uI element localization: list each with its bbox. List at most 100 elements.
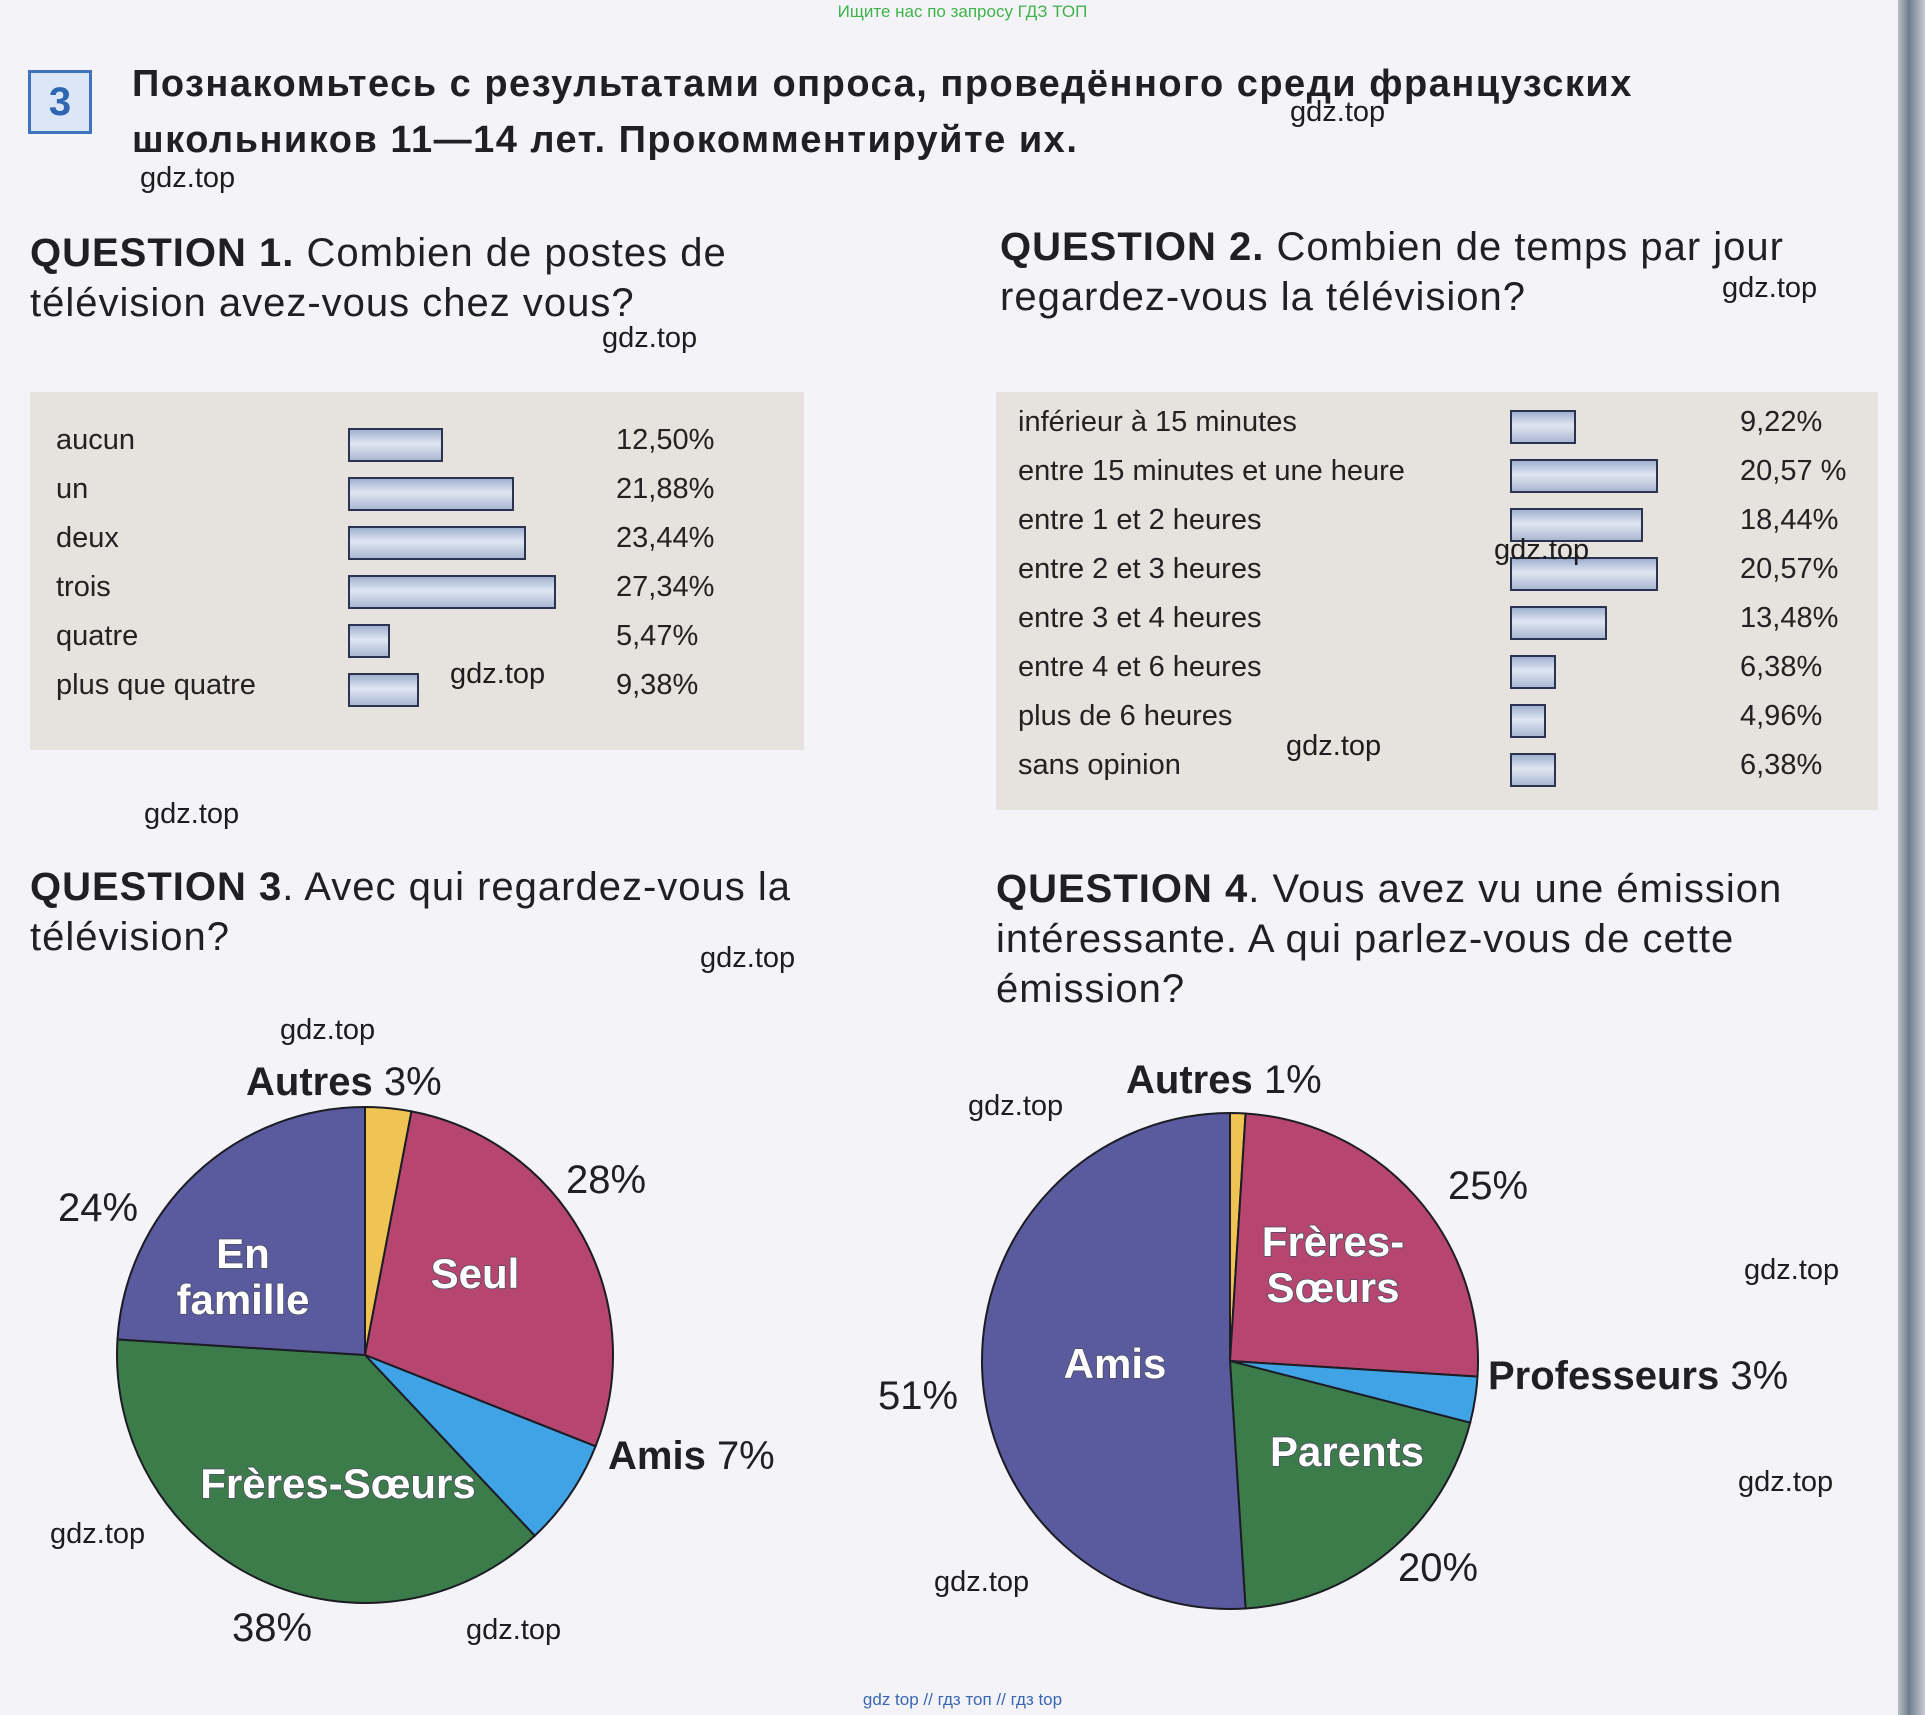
chart-q1-panel: aucun 12,50% un 21,88% deux 23,44% trois 27,34%… [30, 392, 804, 750]
question-3-label: QUESTION 3 [30, 865, 283, 909]
q4-parents-value: 20% [1398, 1546, 1479, 1590]
pie-slice [116, 1338, 537, 1604]
watermark: gdz.top [450, 658, 546, 690]
bar [1510, 459, 1659, 493]
watermark: gdz.top [280, 1014, 376, 1046]
bar [348, 428, 443, 462]
question-3: QUESTION 3. Avec qui regardez-vous la té… [30, 862, 850, 962]
bar [1510, 508, 1643, 542]
bar-value-label: 18,44% [1740, 504, 1839, 536]
bar-label: deux [56, 522, 119, 554]
watermark: gdz.top [1744, 1254, 1840, 1286]
q3-autres-label: Autres 3% [246, 1060, 442, 1105]
question-2-label: QUESTION 2. [1000, 225, 1265, 269]
question-4-label: QUESTION 4 [996, 867, 1249, 911]
question-4-text: . Vous avez vu une émission intéressante… [996, 867, 1783, 1011]
q4-autres-value: 1% [1263, 1058, 1322, 1102]
bar [348, 673, 420, 707]
bar-label: un [56, 473, 89, 505]
q3-autres-value: 3% [383, 1060, 442, 1104]
bar-value-label: 20,57 % [1740, 455, 1847, 487]
watermark: gdz.top [968, 1090, 1064, 1122]
task-number-badge: 3 [28, 70, 92, 134]
bar-value-label: 9,38% [616, 669, 699, 701]
bar-label: entre 4 et 6 heures [1018, 651, 1262, 683]
bar [1510, 704, 1546, 738]
bar-value-label: 13,48% [1740, 602, 1839, 634]
q4-autres-label: Autres 1% [1126, 1058, 1322, 1103]
bar-label: trois [56, 571, 111, 603]
bar [348, 477, 515, 511]
question-1: QUESTION 1. Combien de postes de télévis… [30, 228, 830, 328]
bar-value-label: 6,38% [1740, 651, 1823, 683]
pie-slice [116, 1105, 366, 1357]
watermark: gdz.top [1290, 96, 1386, 128]
bar-value-label: 27,34% [616, 571, 715, 603]
bar-label: aucun [56, 424, 136, 456]
chart-q3-pie: Seul Frères-Sœurs En famille [116, 1105, 614, 1604]
bar-value-label: 6,38% [1740, 749, 1823, 781]
pie-slice [363, 1110, 614, 1448]
bar-label: entre 1 et 2 heures [1018, 504, 1262, 536]
pie-slice-label: Seul [431, 1250, 520, 1297]
bar-label: plus que quatre [56, 669, 256, 701]
bar-value-label: 12,50% [616, 424, 715, 456]
q3-seul-value: 28% [566, 1158, 647, 1202]
bar [348, 575, 556, 609]
pie-slice [1228, 1112, 1479, 1378]
bar-value-label: 21,88% [616, 473, 715, 505]
q4-professeurs-value: 3% [1730, 1354, 1789, 1398]
bar [348, 526, 527, 560]
watermark: gdz.top [602, 322, 698, 354]
watermark: gdz.top [700, 942, 796, 974]
bar-label: entre 3 et 4 heures [1018, 602, 1262, 634]
watermark: gdz.top [1738, 1466, 1834, 1498]
pie-slice-label: Amis [1064, 1340, 1167, 1387]
watermark: gdz.top [50, 1518, 146, 1550]
watermark: gdz.top [1494, 534, 1590, 566]
q3-freres-value: 38% [232, 1606, 313, 1650]
bar-value-label: 9,22% [1740, 406, 1823, 438]
pie-slice-label: Frères-Sœurs [200, 1460, 475, 1507]
bar-label: quatre [56, 620, 139, 652]
bar-label: entre 15 minutes et une heure [1018, 455, 1405, 487]
question-3-text: . Avec qui regardez-vous la télévision? [30, 865, 792, 959]
q4-professeurs-name: Professeurs [1488, 1354, 1720, 1398]
pie-slice-label: Frères-Sœurs [1262, 1218, 1404, 1311]
pie-slice [981, 1111, 1247, 1610]
bar [1510, 557, 1659, 591]
bar-label: sans opinion [1018, 749, 1181, 781]
task-title-line-1: Познакомьтесь с результатами опроса, про… [132, 63, 1633, 105]
pie-slice [364, 1354, 597, 1538]
pie-slice-label: Parents [1270, 1428, 1424, 1475]
bottom-banner: gdz top // гдз топ // гдз top [862, 1690, 1063, 1709]
bar [1510, 606, 1608, 640]
bar [1510, 655, 1556, 689]
chart-q4-pie: Frères-Sœurs Parents Amis [981, 1111, 1479, 1610]
bar-label: entre 2 et 3 heures [1018, 553, 1262, 585]
bar-label: plus de 6 heures [1018, 700, 1233, 732]
question-2-text: Combien de temps par jour regardez-vous … [1000, 225, 1784, 319]
bar [348, 624, 390, 658]
q4-amis-value: 51% [878, 1374, 959, 1418]
question-4: QUESTION 4. Vous avez vu une émission in… [996, 864, 1846, 1014]
q3-amis-label: Amis 7% [608, 1434, 775, 1479]
q3-autres-name: Autres [246, 1060, 373, 1104]
bar-value-label: 4,96% [1740, 700, 1823, 732]
q4-freres-value: 25% [1448, 1164, 1529, 1208]
watermark: gdz.top [934, 1566, 1030, 1598]
bar-value-label: 23,44% [616, 522, 715, 554]
pie-slice-label: En famille [176, 1230, 309, 1323]
question-1-text: Combien de postes de télévision avez-vou… [30, 231, 727, 325]
q3-famille-value: 24% [58, 1186, 139, 1230]
task-title-line-2: школьников 11—14 лет. Прокомментируйте и… [132, 119, 1079, 161]
pie-slice [1228, 1359, 1472, 1610]
bar [1510, 410, 1577, 444]
watermark: gdz.top [466, 1614, 562, 1646]
watermark: gdz.top [1722, 272, 1818, 304]
q3-amis-name: Amis [608, 1434, 706, 1478]
page-edge [1898, 0, 1925, 1715]
chart-q2-panel: inférieur à 15 minutes 9,22% entre 15 minu… [996, 392, 1878, 810]
watermark: gdz.top [140, 162, 236, 194]
bar-value-label: 5,47% [616, 620, 699, 652]
